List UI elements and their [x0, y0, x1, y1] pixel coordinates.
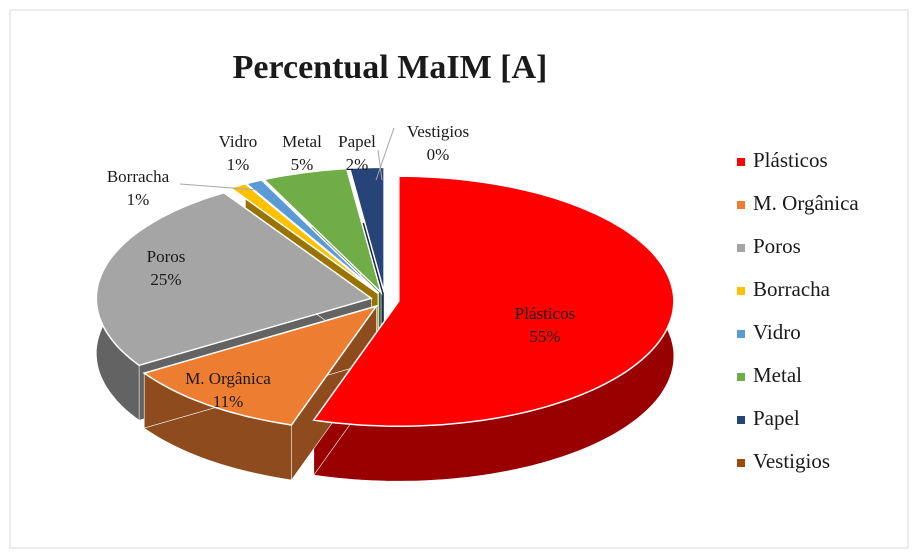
slice: [312, 175, 675, 427]
legend-swatch: [737, 287, 745, 295]
data-label: 1%: [227, 155, 250, 174]
data-label: 25%: [150, 270, 181, 289]
data-label: 2%: [346, 155, 369, 174]
legend-swatch: [737, 244, 745, 252]
legend-swatch: [737, 330, 745, 338]
data-label: 5%: [291, 155, 314, 174]
data-label-name: M. Orgânica: [185, 369, 271, 388]
data-label-name: Plásticos: [515, 304, 575, 323]
legend-swatch: [737, 373, 745, 381]
legend-swatch: [737, 158, 745, 166]
legend-swatch: [737, 201, 745, 209]
leader-line: [179, 183, 259, 191]
slice: [348, 166, 385, 293]
slice: [244, 179, 380, 294]
data-label-name: Papel: [338, 132, 376, 151]
slice: [95, 191, 373, 367]
legend-label: Papel: [753, 406, 800, 430]
data-label: 0%: [427, 145, 450, 164]
legend-label: M. Orgânica: [753, 191, 859, 215]
slice: [262, 167, 383, 296]
data-label-name: Borracha: [107, 167, 170, 186]
slice: [142, 304, 379, 426]
data-label-name: Vidro: [219, 132, 258, 151]
legend-label: Vidro: [753, 320, 801, 344]
chart-title: Percentual MaIM [A]: [233, 49, 548, 86]
leader-line: [377, 149, 383, 181]
data-label-name: Poros: [147, 247, 186, 266]
legend-swatch: [737, 416, 745, 424]
data-label-name: Vestigios: [407, 122, 469, 141]
legend-label: Vestigios: [753, 449, 830, 473]
data-label-name: Metal: [282, 132, 322, 151]
legend-label: Plásticos: [753, 148, 828, 172]
data-label: 11%: [213, 392, 244, 411]
legend-swatch: [737, 459, 745, 467]
legend-label: Borracha: [753, 277, 831, 301]
legend-label: Metal: [753, 363, 802, 387]
leader-line: [375, 127, 395, 181]
data-label: 55%: [529, 327, 560, 346]
data-label: 1%: [127, 190, 150, 209]
legend-label: Poros: [753, 234, 801, 258]
